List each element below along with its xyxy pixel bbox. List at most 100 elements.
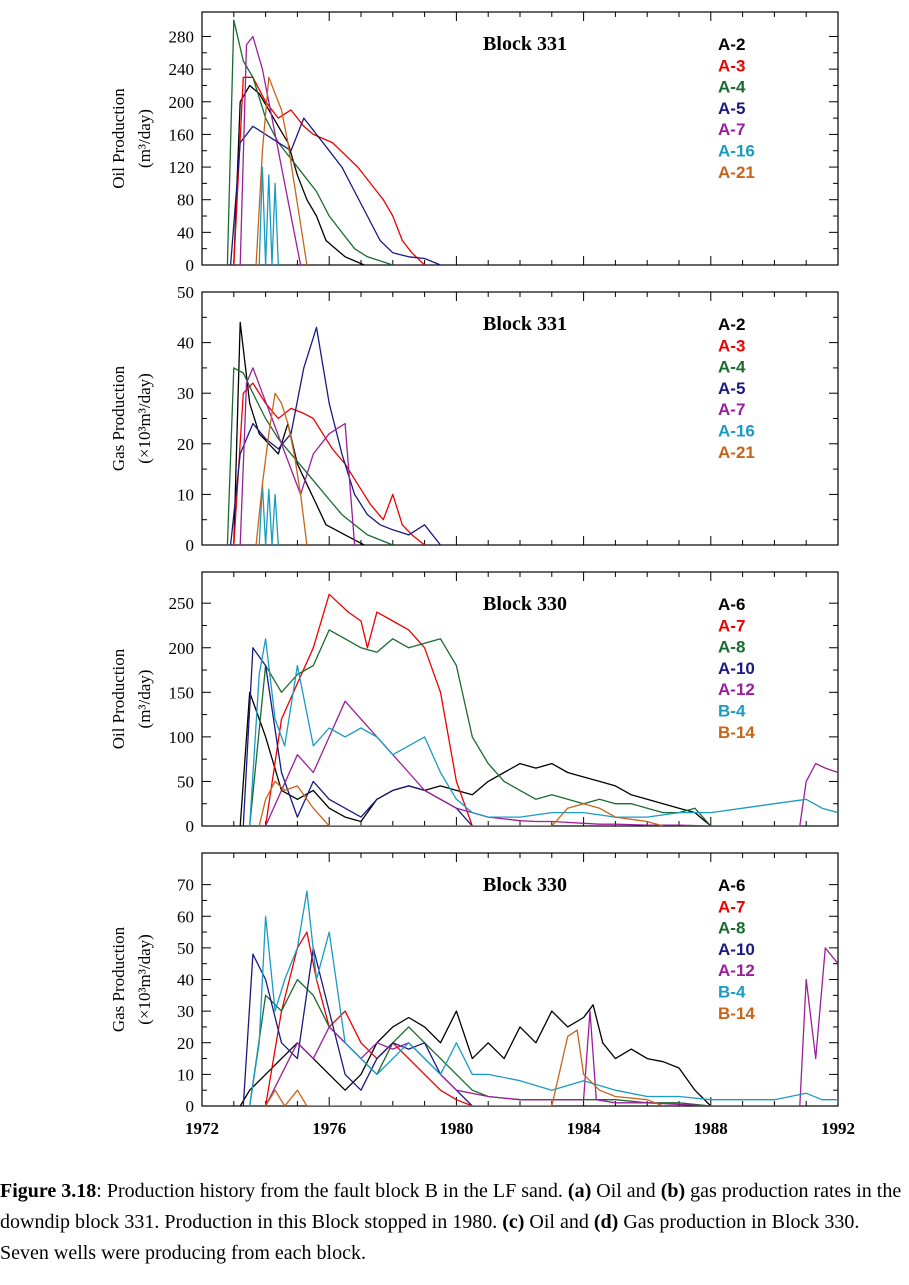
series-line-a-6 xyxy=(239,1004,712,1106)
panel-gas-block-330: 0 10 20 30 40 50 60 70 Gas Production (×10³m³/day… xyxy=(109,852,839,1116)
series-line-a-6 xyxy=(239,691,712,826)
caption-label-c: (c) xyxy=(502,1211,525,1233)
legend-entry-a-7: A-7 xyxy=(718,616,745,635)
series-line-b-4 xyxy=(249,638,838,826)
legend-entry-a-3: A-3 xyxy=(718,56,745,75)
y-tick-label: 50 xyxy=(177,283,194,302)
legend-entry-a-2: A-2 xyxy=(718,35,745,54)
y-tick-label: 50 xyxy=(177,772,194,791)
series-line-b-14 xyxy=(265,1029,664,1106)
legend-entry-a-5: A-5 xyxy=(718,379,745,398)
caption-text-1: : Production history from the fault bloc… xyxy=(96,1180,568,1202)
panel-title: Block 330 xyxy=(483,593,567,615)
legend-entry-a-2: A-2 xyxy=(718,315,745,334)
y-tick-label: 40 xyxy=(177,971,194,990)
panel-title: Block 331 xyxy=(483,313,567,335)
legend-entry-b-4: B-4 xyxy=(718,702,746,721)
panel-gas-block-331: 0 10 20 30 40 50 Gas Production (×10³m³/day) Blo… xyxy=(109,283,839,555)
panel-oil-block-330: 0 50 100 150 200 250 Oil Production (m³/day) Blo… xyxy=(109,571,839,836)
caption-text-3: gas production rates in the downdip bloc… xyxy=(0,1180,902,1233)
caption-text-5: Gas production in Block 330. Seven wells… xyxy=(0,1211,860,1264)
legend-entry-a-8: A-8 xyxy=(718,638,745,657)
y-axis-unit-label: (×10³m³/day) xyxy=(135,934,154,1025)
y-tick-label: 280 xyxy=(169,27,195,46)
legend-entry-a-16: A-16 xyxy=(718,422,755,441)
x-tick-label: 1972 xyxy=(185,1119,219,1138)
y-tick-label: 0 xyxy=(186,817,195,836)
y-axis-label: Gas Production xyxy=(109,365,128,471)
legend-entry-a-6: A-6 xyxy=(718,876,745,895)
y-axis-unit-label: (m³/day) xyxy=(135,109,154,168)
caption-label-b: (b) xyxy=(660,1180,686,1202)
series-line-a-8 xyxy=(249,629,712,826)
y-axis-label: Gas Production xyxy=(109,926,128,1032)
y-tick-label: 60 xyxy=(177,907,194,926)
y-tick-label: 50 xyxy=(177,939,194,958)
series-line-a-5 xyxy=(229,117,441,265)
legend-entry-a-6: A-6 xyxy=(718,595,745,614)
y-tick-label: 200 xyxy=(169,93,195,112)
y-axis-label: Oil Production xyxy=(109,648,128,749)
legend-entry-a-7: A-7 xyxy=(718,897,745,916)
y-tick-label: 120 xyxy=(169,158,195,177)
legend-entry-a-12: A-12 xyxy=(718,680,755,699)
legend-entry-a-4: A-4 xyxy=(718,78,746,97)
series-line-a-7 xyxy=(239,367,356,545)
series-line-a-2 xyxy=(233,84,365,265)
series-line-a-12 xyxy=(265,947,838,1106)
y-axis-unit-label: (×10³m³/day) xyxy=(135,373,154,464)
y-tick-label: 10 xyxy=(177,1065,194,1084)
legend-entry-b-14: B-14 xyxy=(718,723,755,742)
legend-entry-a-8: A-8 xyxy=(718,919,745,938)
y-tick-label: 40 xyxy=(177,223,194,242)
series-line-a-3 xyxy=(233,76,426,265)
series-line-a-7 xyxy=(264,593,473,826)
legend-entry-a-12: A-12 xyxy=(718,961,755,980)
series-line-a-21 xyxy=(255,76,308,265)
y-tick-label: 100 xyxy=(169,728,195,747)
y-axis-unit-label: (m³/day) xyxy=(135,670,154,729)
x-tick-label: 1988 xyxy=(694,1119,728,1138)
legend-entry-a-4: A-4 xyxy=(718,358,746,377)
series-line-a-8 xyxy=(249,978,711,1106)
y-tick-label: 80 xyxy=(177,191,194,210)
y-tick-label: 250 xyxy=(169,594,195,613)
series-line-a-3 xyxy=(233,382,426,545)
x-tick-label: 1992 xyxy=(821,1119,855,1138)
series-line-b-4 xyxy=(249,890,838,1106)
x-tick-label: 1976 xyxy=(312,1119,346,1138)
legend-entry-a-7: A-7 xyxy=(718,400,745,419)
legend-entry-a-10: A-10 xyxy=(718,659,755,678)
y-tick-label: 150 xyxy=(169,683,195,702)
x-axis-year-labels: 1972 1976 1980 1984 1988 1992 xyxy=(185,1119,855,1138)
x-tick-label: 1984 xyxy=(567,1119,602,1138)
panel-title: Block 330 xyxy=(483,874,567,896)
legend-entry-a-5: A-5 xyxy=(718,99,745,118)
series-line-a-16 xyxy=(258,166,279,265)
legend-entry-a-7: A-7 xyxy=(718,120,745,139)
caption-figure-label: Figure 3.18 xyxy=(0,1180,97,1202)
legend-entry-a-21: A-21 xyxy=(718,443,755,462)
legend-entry-b-4: B-4 xyxy=(718,983,746,1002)
panel-title: Block 331 xyxy=(483,33,567,55)
caption-text-4: Oil and xyxy=(524,1211,594,1233)
legend-entry-a-21: A-21 xyxy=(718,163,755,182)
y-tick-label: 10 xyxy=(177,485,194,504)
legend-entry-b-14: B-14 xyxy=(718,1004,755,1023)
series-line-a-5 xyxy=(229,326,442,545)
x-tick-label: 1980 xyxy=(439,1119,473,1138)
series-line-a-7 xyxy=(264,931,473,1106)
legend-entry-a-16: A-16 xyxy=(718,142,755,161)
y-tick-label: 0 xyxy=(186,256,195,275)
y-tick-label: 200 xyxy=(169,639,195,658)
series-line-a-12 xyxy=(265,700,838,826)
production-figure: 0 40 80 120 160 200 240 280 Oil Production (m³/da… xyxy=(109,11,855,1138)
y-tick-label: 240 xyxy=(169,60,195,79)
legend-entry-a-10: A-10 xyxy=(718,940,755,959)
y-tick-label: 30 xyxy=(177,1002,194,1021)
series-line-a-10 xyxy=(242,947,473,1106)
series-line-b-14 xyxy=(258,780,664,826)
y-tick-label: 40 xyxy=(177,334,194,353)
y-tick-label: 160 xyxy=(169,125,195,144)
y-tick-label: 70 xyxy=(177,876,194,895)
